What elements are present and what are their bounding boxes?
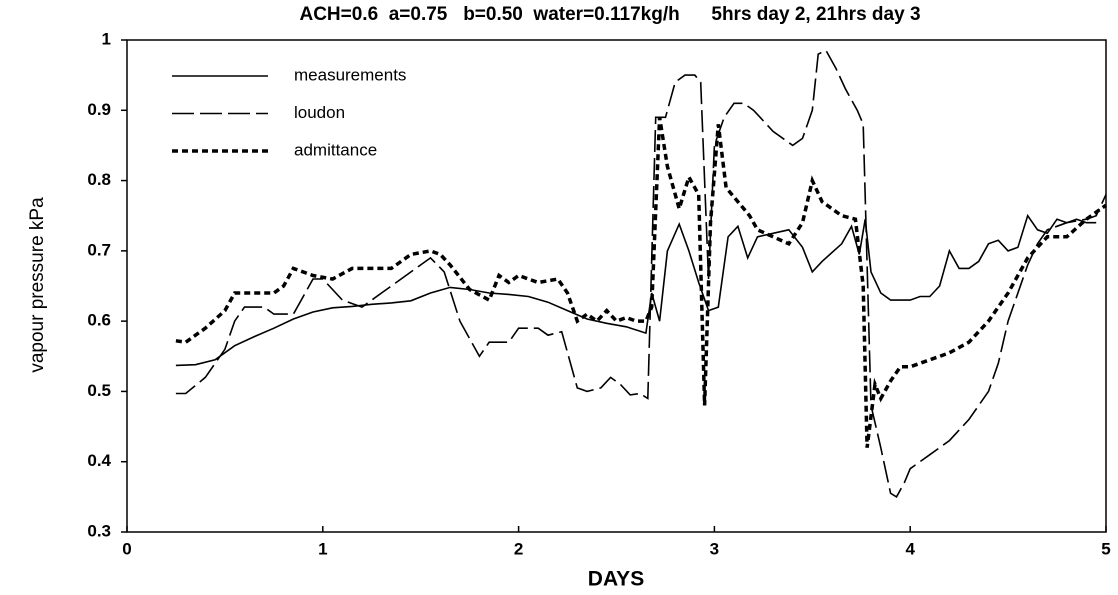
data-line (175, 117, 1108, 448)
legend-label: measurements (294, 65, 406, 84)
x-tick-label: 1 (318, 539, 327, 558)
legend-label: admittance (294, 140, 377, 159)
y-tick-label: 0.4 (87, 451, 111, 470)
data-line (175, 49, 1107, 499)
plot-frame (126, 39, 1107, 533)
y-tick-label: 0.7 (87, 240, 111, 259)
x-tick-label: 5 (1101, 539, 1110, 558)
y-tick-label: 0.8 (87, 170, 111, 189)
chart-title: ACH=0.6 a=0.75 b=0.50 water=0.117kg/h 5h… (299, 4, 920, 25)
legend-label: loudon (294, 103, 345, 122)
x-tick-label: 4 (905, 539, 915, 558)
y-tick-label: 1 (102, 29, 111, 48)
y-tick-label: 0.9 (87, 100, 111, 119)
x-tick-label: 0 (122, 539, 131, 558)
data-line (175, 213, 1097, 367)
y-tick-label: 0.6 (87, 311, 111, 330)
x-tick-label: 2 (514, 539, 523, 558)
y-tick-label: 0.3 (87, 521, 111, 540)
x-tick-label: 3 (710, 539, 719, 558)
x-axis-label: DAYS (588, 568, 644, 591)
y-axis-label: vapour pressure kPa (27, 197, 48, 373)
y-tick-label: 0.5 (87, 381, 111, 400)
